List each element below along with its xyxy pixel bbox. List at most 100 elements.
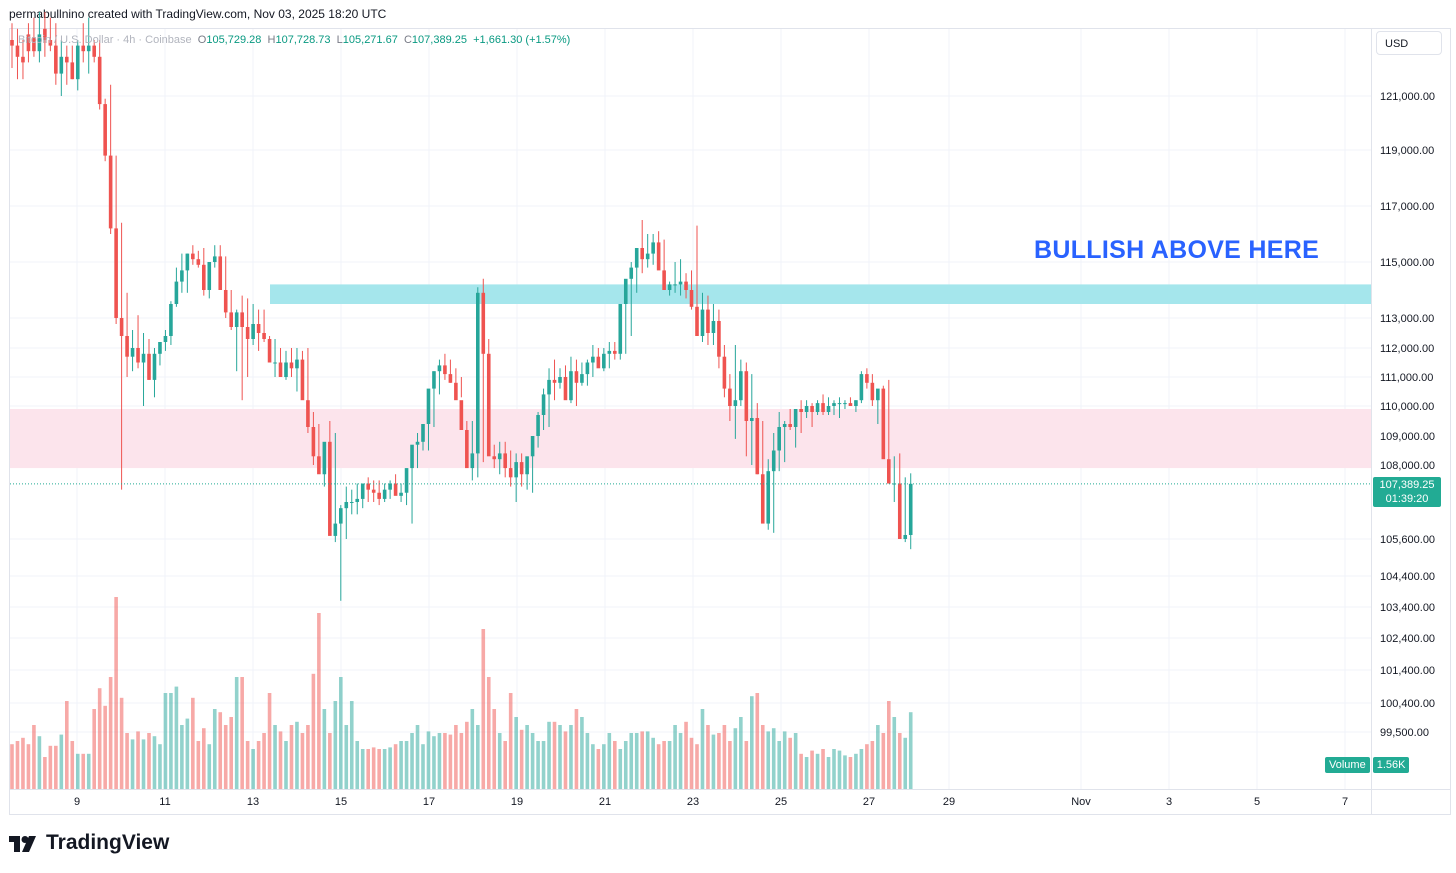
- volume-bar-53: [300, 733, 305, 789]
- volume-bar-35: [202, 728, 206, 789]
- volume-bar-162: [897, 733, 902, 789]
- candle-body-112: [623, 278, 628, 304]
- volume-bar-113: [629, 733, 634, 789]
- candle-body-111: [618, 304, 623, 354]
- candle-body-77: [432, 371, 436, 389]
- volume-bar-163: [903, 737, 908, 789]
- price-tick-label-6: 111,000.00: [1380, 372, 1433, 384]
- volume-bar-128: [711, 734, 716, 789]
- bullish-annotation: BULLISH ABOVE HERE: [1034, 236, 1320, 264]
- candle-body-7: [48, 40, 53, 46]
- time-tick-label-7: 23: [687, 796, 699, 808]
- tradingview-logo-text: TradingView: [46, 831, 170, 854]
- symbol-label[interactable]: Bitcoin / U.S. Dollar · 4h · Coinbase: [18, 34, 192, 46]
- candle-body-75: [421, 424, 425, 442]
- volume-bar-137: [760, 725, 765, 789]
- volume-bar-44: [251, 749, 255, 789]
- volume-bar-89: [497, 733, 502, 789]
- candle-body-14: [86, 45, 91, 52]
- volume-bar-134: [744, 741, 749, 789]
- volume-label: Volume: [1325, 757, 1370, 773]
- candle-body-52: [295, 359, 299, 369]
- candle-body-122: [678, 281, 683, 285]
- volume-bar-123: [684, 721, 688, 789]
- volume-bar-158: [876, 725, 880, 789]
- volume-bar-66: [371, 747, 376, 789]
- volume-bar-27: [158, 744, 162, 789]
- volume-bar-155: [859, 749, 864, 789]
- volume-bar-95: [530, 733, 535, 789]
- close-value: 107,389.25: [411, 34, 467, 46]
- candle-body-82: [459, 400, 464, 430]
- candle-body-116: [645, 253, 650, 260]
- volume-bar-141: [782, 731, 787, 789]
- candle-body-100: [558, 377, 562, 383]
- candle-body-41: [234, 312, 239, 327]
- volume-bar-39: [223, 725, 228, 789]
- candle-body-23: [136, 348, 140, 363]
- close-key: C: [403, 34, 412, 46]
- volume-bar-146: [810, 750, 814, 789]
- candle-body-71: [399, 492, 403, 496]
- candle-body-5: [37, 34, 42, 52]
- volume-bar-138: [766, 731, 771, 789]
- candle-body-26: [152, 353, 157, 380]
- volume-bar-152: [843, 755, 847, 789]
- time-tick-label-4: 17: [423, 796, 435, 808]
- candle-body-89: [497, 453, 502, 460]
- chart-frame: [9, 28, 1451, 815]
- volume-bar-118: [656, 744, 661, 789]
- volume-bar-55: [311, 673, 316, 789]
- candle-body-157: [870, 382, 875, 401]
- candle-body-140: [777, 427, 781, 451]
- volume-bar-23: [136, 731, 140, 789]
- candle-body-129: [717, 321, 721, 357]
- candle-body-126: [700, 309, 705, 336]
- volume-bar-71: [399, 741, 403, 789]
- candle-body-152: [843, 403, 847, 405]
- candle-body-163: [903, 534, 908, 539]
- volume-bar-142: [788, 737, 792, 789]
- volume-bar-119: [662, 741, 666, 789]
- candle-body-155: [859, 374, 864, 401]
- candle-body-22: [130, 348, 135, 357]
- candle-body-148: [821, 403, 825, 412]
- candle-body-33: [191, 253, 195, 260]
- volume-bar-41: [234, 677, 239, 789]
- volume-bar-24: [141, 739, 146, 789]
- candle-body-91: [508, 468, 513, 478]
- candle-body-130: [722, 356, 727, 389]
- volume-bar-161: [892, 717, 897, 789]
- candle-body-56: [317, 456, 321, 475]
- volume-bar-75: [421, 744, 425, 789]
- candle-body-34: [196, 259, 201, 265]
- volume-bar-105: [585, 733, 590, 789]
- price-tick-label-5: 112,000.00: [1380, 343, 1434, 355]
- time-tick-label-12: 3: [1166, 796, 1172, 808]
- volume-bar-110: [613, 741, 617, 789]
- candle-body-154: [854, 400, 858, 406]
- volume-bar-102: [569, 725, 573, 789]
- volume-bar-77: [432, 736, 436, 789]
- volume-bar-114: [634, 733, 639, 789]
- candle-body-47: [267, 339, 272, 363]
- candle-body-139: [771, 450, 776, 472]
- volume-bar-127: [706, 725, 710, 789]
- candle-body-136: [755, 418, 760, 475]
- volume-bar-94: [525, 725, 529, 789]
- volume-bar-32: [185, 718, 190, 789]
- volume-bar-135: [750, 696, 754, 789]
- volume-bar-69: [388, 747, 392, 789]
- candle-body-92: [514, 462, 518, 478]
- currency-button[interactable]: USD: [1376, 31, 1442, 55]
- volume-bar-150: [832, 749, 836, 789]
- low-key: L: [336, 34, 343, 46]
- candle-body-30: [174, 281, 179, 304]
- candle-body-66: [371, 489, 376, 493]
- candle-body-151: [837, 403, 842, 405]
- volume-bar-5: [37, 736, 42, 789]
- change-value: +1,661.30 (+1.57%): [473, 34, 571, 46]
- high-value: 107,728.73: [275, 34, 331, 46]
- volume-bar-13: [81, 753, 86, 789]
